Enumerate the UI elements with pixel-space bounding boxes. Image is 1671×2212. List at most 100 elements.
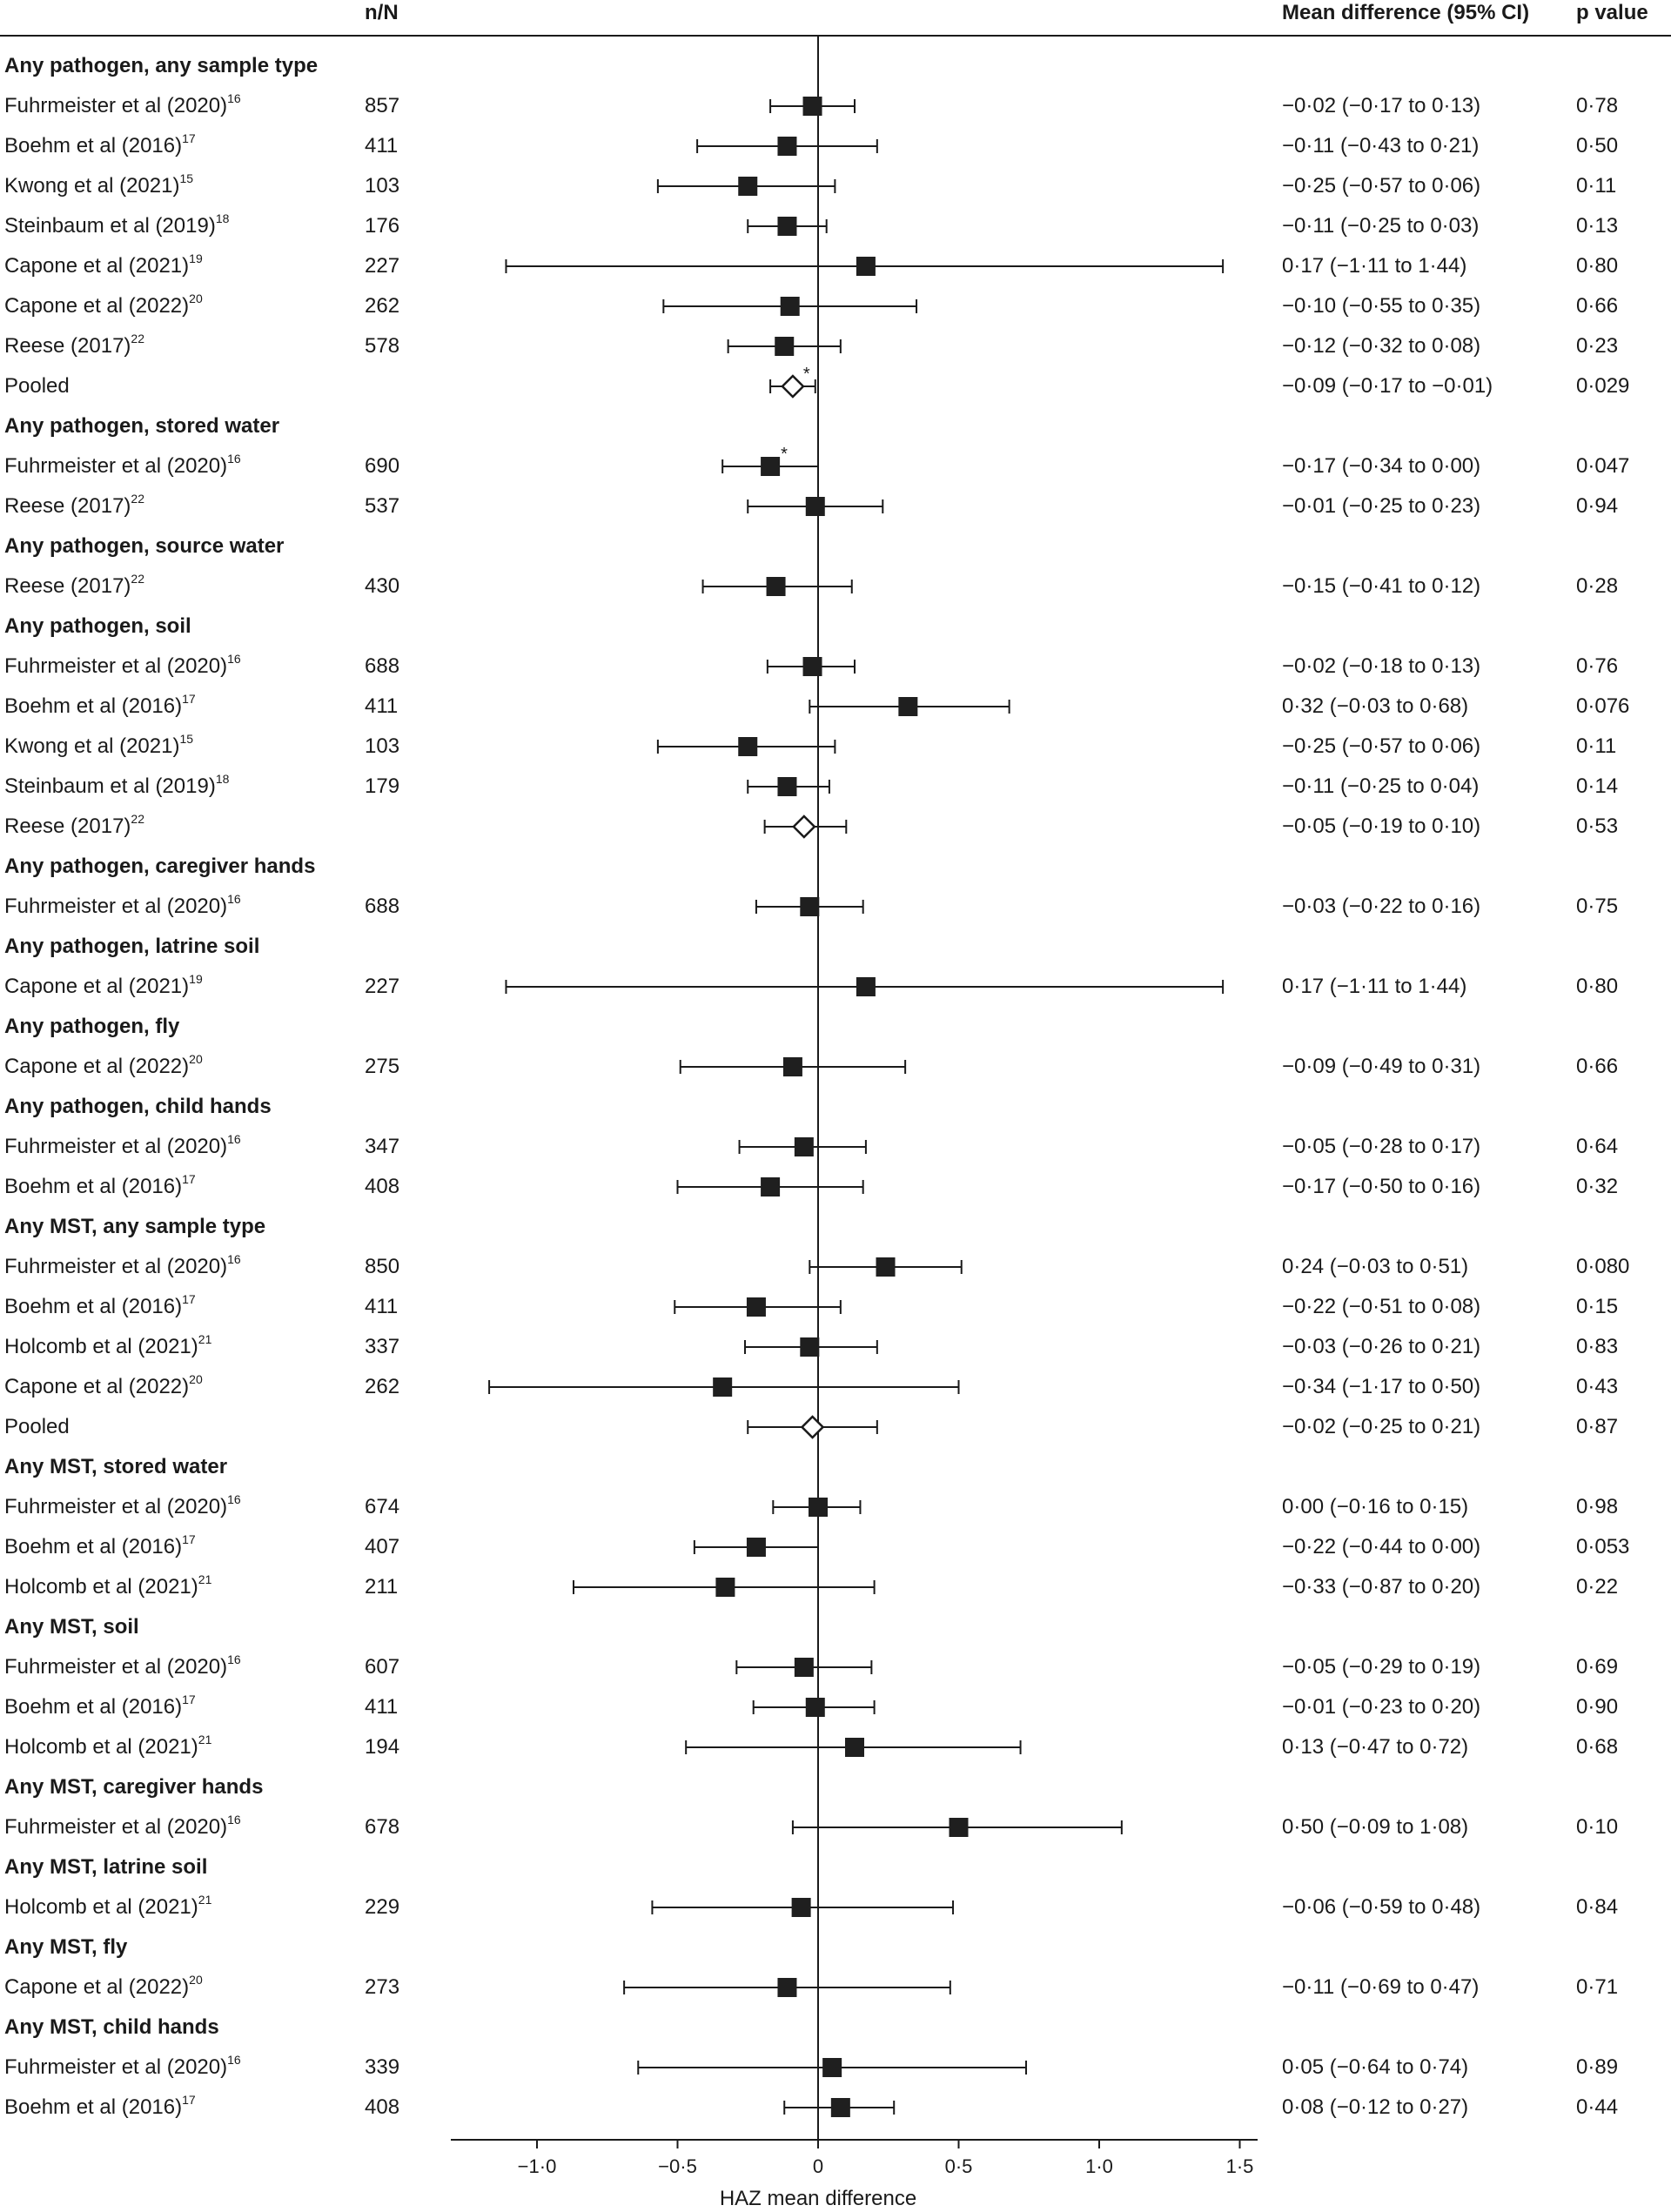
- study-row: Pooled −0·02 (−0·25 to 0·21) 0·87: [0, 1408, 1671, 1446]
- study-row: Fuhrmeister et al (2020)16 339 0·05 (−0·64…: [0, 2048, 1671, 2087]
- study-row: Capone et al (2022)20 262 −0·34 (−1·17 to …: [0, 1368, 1671, 1406]
- study-label: Steinbaum et al (2019)18: [4, 772, 230, 798]
- mean-difference-ci: 0·05 (−0·64 to 0·74): [1282, 2055, 1469, 2079]
- x-tick-label: 1·5: [1226, 2155, 1254, 2177]
- mean-difference-ci: −0·06 (−0·59 to 0·48): [1282, 1895, 1481, 1919]
- point-estimate-square: [949, 1818, 969, 1837]
- point-estimate-square: [794, 1137, 814, 1156]
- study-row: Fuhrmeister et al (2020)16 674 0·00 (−0·16…: [0, 1488, 1671, 1526]
- mean-difference-ci: −0·12 (−0·32 to 0·08): [1282, 334, 1481, 358]
- point-estimate-square: [856, 257, 876, 276]
- sample-size: 607: [365, 1655, 400, 1679]
- p-value: 0·047: [1576, 454, 1630, 478]
- pooled-estimate-diamond: [781, 374, 805, 399]
- group-label: Any pathogen, child hands: [4, 1095, 272, 1118]
- reference-number: 21: [198, 1893, 212, 1907]
- point-estimate-square: [876, 1257, 896, 1277]
- mean-difference-ci: −0·03 (−0·22 to 0·16): [1282, 895, 1481, 918]
- header-mean-difference: Mean difference (95% CI): [1282, 1, 1530, 24]
- study-label: Fuhrmeister et al (2020)16: [4, 1813, 241, 1839]
- mean-difference-ci: −0·05 (−0·19 to 0·10): [1282, 814, 1481, 838]
- point-estimate-square: [738, 737, 758, 756]
- study-row: Holcomb et al (2021)21 229 −0·06 (−0·59 to…: [0, 1888, 1671, 1927]
- point-estimate-square: [830, 2098, 850, 2117]
- study-row: Kwong et al (2021)15 103 −0·25 (−0·57 to 0…: [0, 167, 1671, 205]
- p-value: 0·029: [1576, 374, 1630, 398]
- group-header-row: Any pathogen, any sample type: [0, 47, 1671, 85]
- point-estimate-square: [775, 337, 795, 356]
- p-value: 0·80: [1576, 975, 1619, 998]
- p-value: 0·076: [1576, 694, 1630, 718]
- point-estimate-square: [809, 1498, 828, 1517]
- p-value: 0·13: [1576, 214, 1619, 238]
- mean-difference-ci: −0·05 (−0·28 to 0·17): [1282, 1135, 1481, 1158]
- pooled-estimate-diamond: [800, 1415, 825, 1439]
- group-header-row: Any MST, fly: [0, 1928, 1671, 1967]
- significance-star: *: [803, 365, 810, 384]
- mean-difference-ci: −0·11 (−0·25 to 0·04): [1282, 774, 1480, 798]
- reference-number: 16: [227, 452, 241, 466]
- p-value: 0·84: [1576, 1895, 1619, 1919]
- reference-number: 15: [179, 732, 194, 746]
- point-estimate-square: [844, 1738, 864, 1757]
- group-label: Any pathogen, stored water: [4, 414, 280, 438]
- p-value: 0·68: [1576, 1735, 1619, 1759]
- reference-number: 17: [182, 1292, 196, 1306]
- study-label: Reese (2017)22: [4, 332, 144, 358]
- sample-size: 537: [365, 494, 400, 518]
- p-value: 0·64: [1576, 1135, 1619, 1158]
- sample-size: 857: [365, 94, 400, 117]
- mean-difference-ci: 0·00 (−0·16 to 0·15): [1282, 1495, 1469, 1518]
- sample-size: 430: [365, 574, 400, 598]
- mean-difference-ci: −0·25 (−0·57 to 0·06): [1282, 734, 1481, 758]
- study-label: Boehm et al (2016)17: [4, 131, 196, 158]
- p-value: 0·98: [1576, 1495, 1619, 1518]
- study-label: Boehm et al (2016)17: [4, 692, 196, 718]
- group-header-row: Any MST, any sample type: [0, 1208, 1671, 1246]
- pooled-estimate-diamond: [792, 814, 816, 839]
- p-value: 0·76: [1576, 654, 1619, 678]
- point-estimate-square: [766, 577, 786, 596]
- mean-difference-ci: −0·01 (−0·23 to 0·20): [1282, 1695, 1481, 1719]
- mean-difference-ci: −0·11 (−0·43 to 0·21): [1282, 134, 1480, 158]
- sample-size: 227: [365, 975, 400, 998]
- x-tick-label: −1·0: [518, 2155, 557, 2177]
- p-value: 0·90: [1576, 1695, 1619, 1719]
- reference-number: 16: [227, 1492, 241, 1506]
- study-label: Capone et al (2022)20: [4, 1052, 203, 1078]
- sample-size: 103: [365, 734, 400, 758]
- p-value: 0·15: [1576, 1295, 1619, 1318]
- point-estimate-square: [777, 777, 797, 796]
- mean-difference-ci: −0·11 (−0·69 to 0·47): [1282, 1975, 1480, 1999]
- mean-difference-ci: −0·02 (−0·18 to 0·13): [1282, 654, 1481, 678]
- reference-number: 16: [227, 2053, 241, 2067]
- sample-size: 411: [365, 694, 399, 718]
- mean-difference-ci: −0·22 (−0·44 to 0·00): [1282, 1535, 1481, 1558]
- study-label: Capone et al (2022)20: [4, 292, 203, 318]
- reference-number: 20: [189, 1973, 203, 1987]
- reference-number: 18: [215, 211, 230, 225]
- p-value: 0·50: [1576, 134, 1619, 158]
- sample-size: 227: [365, 254, 400, 278]
- p-value: 0·11: [1576, 174, 1617, 198]
- p-value: 0·94: [1576, 494, 1619, 518]
- p-value: 0·80: [1576, 254, 1619, 278]
- study-label: Boehm et al (2016)17: [4, 2093, 196, 2119]
- point-estimate-square: [777, 217, 797, 236]
- reference-number: 19: [189, 972, 203, 986]
- mean-difference-ci: −0·17 (−0·34 to 0·00): [1282, 454, 1481, 478]
- study-row: Capone et al (2022)20 262 −0·10 (−0·55 to …: [0, 287, 1671, 325]
- point-estimate-square: [738, 177, 758, 196]
- group-label: Any pathogen, soil: [4, 614, 191, 638]
- study-label: Pooled: [4, 1415, 70, 1438]
- study-row: Holcomb et al (2021)21 194 0·13 (−0·47 to …: [0, 1728, 1671, 1766]
- study-row: Holcomb et al (2021)21 211 −0·33 (−0·87 to…: [0, 1568, 1671, 1606]
- group-header-row: Any pathogen, fly: [0, 1008, 1671, 1046]
- p-value: 0·11: [1576, 734, 1617, 758]
- sample-size: 411: [365, 134, 399, 158]
- sample-size: 408: [365, 2095, 400, 2119]
- study-row: Boehm et al (2016)17 408 0·08 (−0·12 to 0·…: [0, 2088, 1671, 2127]
- group-header-row: Any pathogen, caregiver hands: [0, 848, 1671, 886]
- study-label: Steinbaum et al (2019)18: [4, 211, 230, 238]
- reference-number: 20: [189, 292, 203, 305]
